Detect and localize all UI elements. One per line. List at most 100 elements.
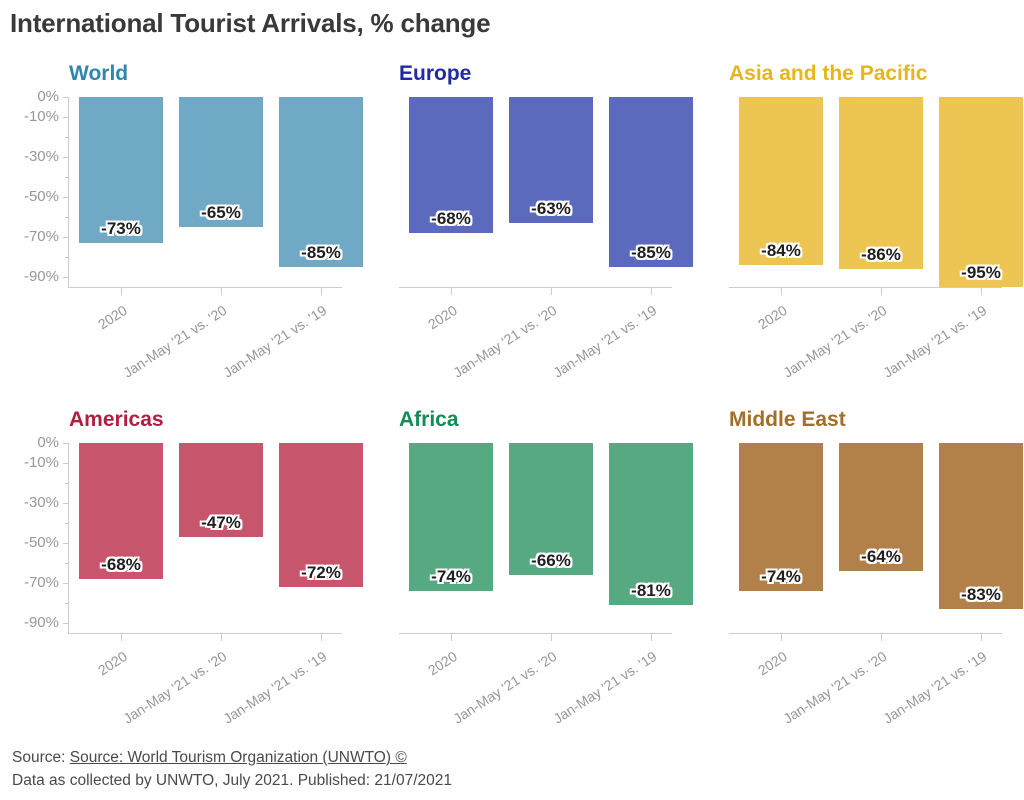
x-axis-label: Jan-May '21 vs. '19	[220, 302, 330, 381]
bar-value-label: -63%	[531, 199, 571, 218]
panel-title-americas: Americas	[69, 408, 164, 431]
x-axis-labels: 2020 Jan-May '21 vs. '20 Jan-May '21 vs. '…	[672, 634, 1002, 730]
y-tick-mark	[63, 583, 69, 584]
chart-panel-europe: Europe -68% -63% -85% 2020 Jan-May '21 vs. '2…	[342, 61, 693, 384]
plot-area: -74% -66% -81%	[399, 443, 693, 641]
x-tick-mark	[551, 634, 552, 641]
bar-value-label: -95%	[961, 263, 1001, 282]
bar: -85%	[279, 97, 363, 267]
bar-value-label: -84%	[761, 241, 801, 260]
panel-title-africa: Africa	[399, 408, 459, 431]
bar: -65%	[179, 97, 263, 227]
y-tick-mark	[63, 277, 69, 278]
y-axis	[672, 443, 729, 634]
plot-row: -74% -66% -81%	[342, 443, 693, 641]
plot-area: -68% -63% -85%	[399, 97, 693, 295]
panel-title-asia-and-the-pacific: Asia and the Pacific	[729, 62, 928, 85]
bar: -66%	[509, 443, 593, 575]
x-tick-mark	[121, 288, 122, 295]
x-tick-mark	[981, 288, 982, 295]
plot-area: -74% -64% -83%	[729, 443, 1023, 641]
y-axis: 0% -10% -30% -50% -70% -90%	[12, 89, 69, 288]
y-tick-label: -10%	[23, 454, 59, 471]
x-axis-label: Jan-May '21 vs. '19	[880, 302, 990, 381]
x-tick-mark	[551, 288, 552, 295]
y-axis-line	[68, 443, 69, 634]
footer-note: Data as collected by UNWTO, July 2021. P…	[12, 772, 452, 789]
bar-value-label: -85%	[301, 243, 341, 262]
y-tick-mark	[65, 177, 69, 178]
y-tick-label: -30%	[23, 148, 59, 165]
bar: -72%	[279, 443, 363, 587]
x-tick-mark	[881, 634, 882, 641]
bar-value-label: -86%	[861, 245, 901, 264]
bar: -73%	[79, 97, 163, 243]
bar-value-label: -66%	[531, 551, 571, 570]
y-tick-label: -30%	[23, 494, 59, 511]
plot-row: -84% -86% -95%	[672, 97, 1023, 295]
y-tick-mark	[65, 603, 69, 604]
y-tick-mark	[65, 217, 69, 218]
x-axis-label: Jan-May '21 vs. '20	[450, 302, 560, 381]
bar-value-label: -74%	[431, 567, 471, 586]
plot-area: -84% -86% -95%	[729, 97, 1023, 295]
bar: -95%	[939, 97, 1023, 287]
x-tick-mark	[321, 634, 322, 641]
bar-value-label: -68%	[431, 209, 471, 228]
plot-area: -68% -47% -72%	[69, 443, 363, 641]
x-tick-mark	[221, 288, 222, 295]
footer: Source: Source: World Tourism Organizati…	[12, 746, 1014, 792]
y-axis: 0% -10% -30% -50% -70% -90%	[12, 435, 69, 634]
page-title: International Tourist Arrivals, % change	[10, 8, 491, 38]
bar: -85%	[609, 97, 693, 267]
y-tick-label: 0%	[37, 88, 59, 105]
x-axis-label: Jan-May '21 vs. '20	[120, 302, 230, 381]
y-axis	[342, 97, 399, 288]
x-axis-label: 2020	[754, 302, 790, 333]
y-tick-mark	[65, 483, 69, 484]
bar-value-label: -47%	[201, 513, 241, 532]
y-tick-mark	[63, 237, 69, 238]
bar-value-label: -73%	[101, 219, 141, 238]
y-tick-mark	[63, 157, 69, 158]
x-tick-mark	[881, 288, 882, 295]
y-tick-mark	[65, 563, 69, 564]
bar: -74%	[739, 443, 823, 591]
y-tick-mark	[65, 257, 69, 258]
y-tick-mark	[63, 443, 69, 444]
plot-row: 0% -10% -30% -50% -70% -90% -73% -65% -85%	[12, 89, 363, 295]
x-tick-mark	[781, 288, 782, 295]
y-tick-mark	[63, 197, 69, 198]
y-tick-mark	[63, 623, 69, 624]
x-axis-label: Jan-May '21 vs. '20	[120, 648, 230, 727]
x-axis-label: Jan-May '21 vs. '19	[550, 302, 660, 381]
x-axis-label: 2020	[424, 302, 460, 333]
x-tick-mark	[451, 288, 452, 295]
source-line: Source: Source: World Tourism Organizati…	[12, 746, 1014, 769]
y-tick-mark	[63, 97, 69, 98]
y-tick-mark	[63, 503, 69, 504]
y-axis-line	[68, 97, 69, 288]
y-tick-label: -10%	[23, 108, 59, 125]
x-tick-mark	[781, 634, 782, 641]
x-tick-mark	[651, 288, 652, 295]
x-axis-labels: 2020 Jan-May '21 vs. '20 Jan-May '21 vs. '…	[672, 288, 1002, 384]
bar: -74%	[409, 443, 493, 591]
bar-value-label: -68%	[101, 555, 141, 574]
x-tick-mark	[651, 634, 652, 641]
bar: -63%	[509, 97, 593, 223]
y-axis	[342, 443, 399, 634]
plot-row: -68% -63% -85%	[342, 97, 693, 295]
source-prefix-label: Source:	[12, 749, 70, 766]
x-axis-label: Jan-May '21 vs. '19	[880, 648, 990, 727]
chart-panel-asia-and-the-pacific: Asia and the Pacific -84% -86% -95% 2020 Jan-…	[672, 61, 1023, 384]
y-tick-mark	[65, 137, 69, 138]
source-link[interactable]: Source: World Tourism Organization (UNWT…	[69, 749, 407, 766]
x-axis-label: Jan-May '21 vs. '20	[450, 648, 560, 727]
y-tick-label: -50%	[23, 188, 59, 205]
plot-row: 0% -10% -30% -50% -70% -90% -68% -47% -72%	[12, 435, 363, 641]
bar-value-label: -74%	[761, 567, 801, 586]
bar-value-label: -83%	[961, 585, 1001, 604]
x-axis-label: 2020	[94, 648, 130, 679]
